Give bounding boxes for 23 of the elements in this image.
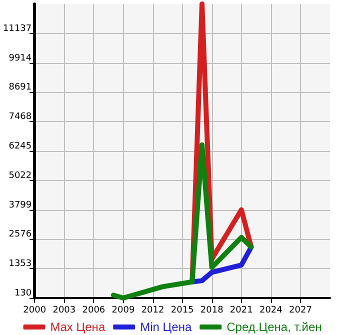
legend-label: Сред.Цена, т.йен xyxy=(226,320,322,334)
legend-label: Max Цена xyxy=(50,320,106,334)
x-tick-label: 2009 xyxy=(112,306,135,316)
x-tick-label: 2027 xyxy=(289,306,312,316)
x-tick-label: 2012 xyxy=(141,306,164,316)
y-tick-label: 9914 xyxy=(8,53,32,64)
y-tick-label: 1353 xyxy=(8,259,32,270)
y-tick-label: 2576 xyxy=(8,230,32,240)
y-tick-label: 3799 xyxy=(8,200,32,210)
x-tick-label: 2018 xyxy=(200,306,224,316)
x-tick-label: 2006 xyxy=(82,306,106,316)
y-tick-label: 11137 xyxy=(2,24,32,34)
x-tick-label: 2015 xyxy=(170,306,194,316)
legend-label: Min Цена xyxy=(140,320,192,334)
y-tick-label: 130 xyxy=(14,288,32,298)
y-tick-label: 8691 xyxy=(8,82,32,93)
x-tick-label: 2003 xyxy=(52,306,76,316)
x-tick-label: 2024 xyxy=(259,306,283,316)
y-tick-label: 5022 xyxy=(8,170,32,181)
x-tick-label: 2000 xyxy=(23,306,46,316)
x-tick-label: 2021 xyxy=(230,306,253,316)
y-tick-label: 7468 xyxy=(8,112,32,122)
y-tick-label: 6245 xyxy=(8,142,32,152)
